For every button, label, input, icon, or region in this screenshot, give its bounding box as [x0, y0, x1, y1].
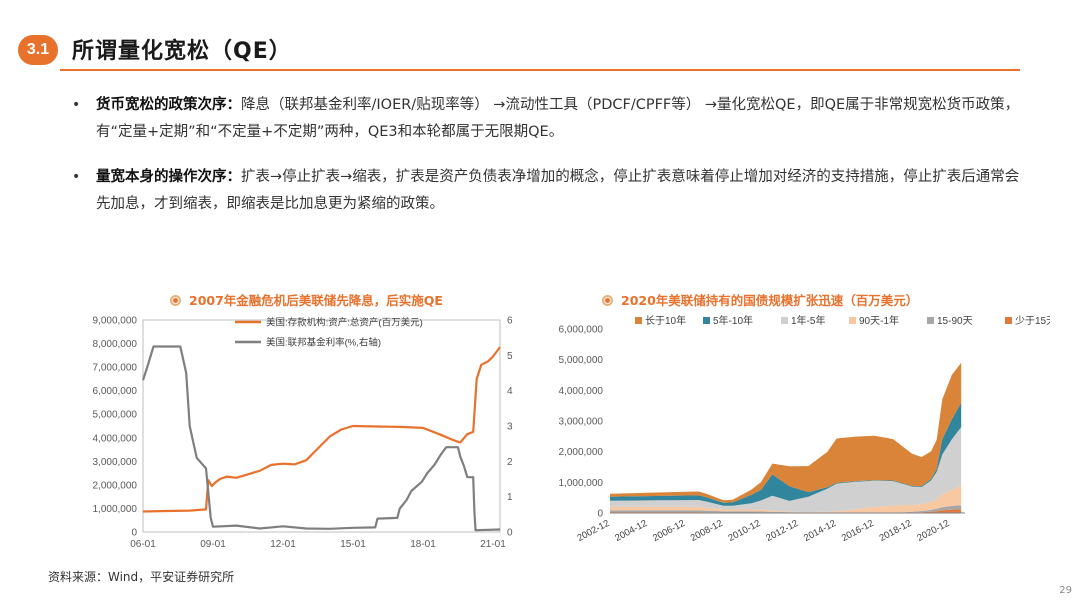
x-tick-label: 2006-12 — [651, 518, 687, 544]
source-note: 资料来源：Wind，平安证券研究所 — [48, 570, 235, 584]
x-tick-label: 2002-12 — [575, 518, 611, 544]
legend-swatch — [635, 317, 642, 324]
area-series-长于10年 — [610, 362, 962, 503]
legend-swatch — [703, 317, 710, 324]
target-icon — [602, 295, 613, 306]
legend-label: 15-90天 — [937, 316, 973, 327]
legend-swatch — [927, 317, 934, 324]
x-tick-label: 09-01 — [200, 539, 226, 550]
chart-1-title-text: 2007年金融危机后美联储先降息，后实施QE — [189, 293, 443, 308]
legend-swatch — [1005, 317, 1012, 324]
y-tick-label-left: 5,000,000 — [93, 410, 138, 421]
series-line-fed-funds-rate — [141, 345, 501, 532]
area-series-90天-1年 — [610, 485, 962, 513]
x-tick-label: 2014-12 — [802, 518, 838, 544]
page-title: 所谓量化宽松（QE） — [72, 39, 292, 64]
y-tick-label-left: 2,000,000 — [93, 480, 138, 491]
y-tick-label: 5,000,000 — [559, 355, 604, 366]
y-tick-label-left: 7,000,000 — [93, 363, 138, 374]
y-tick-label-left: 3,000,000 — [93, 457, 138, 468]
y-tick-label-left: 8,000,000 — [93, 339, 138, 350]
y-tick-label-right: 5 — [507, 351, 513, 362]
bullet-text: 扩表→停止扩表→缩表，扩表是资产负债表净增加的概念，停止扩表意味着停止增加对经济… — [96, 169, 1020, 212]
x-tick-label: 2008-12 — [689, 518, 725, 544]
y-tick-label-right: 0 — [507, 528, 513, 539]
legend-label: 1年-5年 — [791, 314, 825, 327]
chart-2-title: 2020年美联储持有的国债规模扩张迅速（百万美元） — [602, 290, 918, 309]
y-tick-label-right: 4 — [507, 386, 513, 397]
series-line-total-assets — [142, 346, 501, 513]
y-tick-label-right: 3 — [507, 422, 513, 433]
bullet-list: • 货币宽松的政策次序：降息（联邦基金利率/IOER/贴现率等） →流动性工具（P… — [70, 92, 1030, 236]
x-tick-label: 2004-12 — [613, 518, 649, 544]
plot-frame — [142, 319, 501, 533]
x-tick-label: 2010-12 — [727, 518, 763, 544]
y-tick-label: 4,000,000 — [559, 386, 604, 397]
legend-swatch — [781, 317, 788, 324]
target-icon — [170, 295, 181, 306]
chart-2-title-text: 2020年美联储持有的国债规模扩张迅速（百万美元） — [621, 293, 919, 308]
area-series-5年-10年 — [610, 402, 962, 506]
y-tick-label-left: 9,000,000 — [93, 316, 138, 327]
title-underline — [60, 69, 1020, 71]
legend-label: 少于15天 — [1015, 315, 1050, 327]
bullet-dot: • — [72, 97, 81, 113]
y-tick-label: 2,000,000 — [559, 447, 604, 458]
y-tick-label: 6,000,000 — [559, 325, 604, 336]
y-tick-label-left: 0 — [131, 528, 137, 539]
legend-label: 90天-1年 — [859, 314, 899, 327]
bullet-label: 货币宽松的政策次序： — [96, 97, 241, 113]
bullet-text: 降息（联邦基金利率/IOER/贴现率等） →流动性工具（PDCF/CPFF等） … — [96, 97, 1020, 140]
y-tick-label-right: 6 — [507, 316, 513, 327]
bullet-item-policy-order: • 货币宽松的政策次序：降息（联邦基金利率/IOER/贴现率等） →流动性工具（P… — [70, 92, 1030, 146]
bullet-item-qe-order: • 量宽本身的操作次序：扩表→停止扩表→缩表，扩表是资产负债表净增加的概念，停止扩… — [70, 164, 1030, 218]
chart-balance-sheet-vs-rate: 0 1,000,000 2,000,000 3,000,000 4,000,000 5,0… — [93, 316, 514, 551]
x-tick-label: 18-01 — [410, 539, 436, 550]
legend-label: 长于10年 — [645, 314, 686, 327]
area-series-1年-5年 — [610, 427, 962, 513]
legend-label: 美国:存款机构:资产:总资产(百万美元) — [266, 317, 423, 329]
section-badge: 3.1 — [18, 35, 58, 65]
y-tick-label-right: 1 — [507, 492, 513, 503]
y-tick-label-left: 6,000,000 — [93, 386, 138, 397]
x-tick-label: 2012-12 — [764, 518, 800, 544]
x-tick-label: 12-01 — [270, 539, 296, 550]
bullet-label: 量宽本身的操作次序： — [96, 169, 241, 185]
x-tick-label: 06-01 — [130, 539, 156, 550]
y-tick-label: 0 — [597, 509, 603, 520]
x-tick-label: 15-01 — [340, 539, 366, 550]
chart-treasury-holdings: 0 1,000,000 2,000,000 3,000,000 4,000,000 5,0… — [559, 314, 1051, 544]
legend-swatch — [849, 317, 856, 324]
y-tick-label: 3,000,000 — [559, 417, 604, 428]
page-number: 29 — [1059, 585, 1072, 596]
legend-label: 5年-10年 — [713, 314, 753, 327]
x-tick-label: 2016-12 — [840, 518, 876, 544]
legend-label: 美国:联邦基金利率(%,右轴) — [266, 337, 381, 349]
x-tick-label: 21-01 — [480, 539, 506, 550]
x-tick-label: 2020-12 — [915, 518, 951, 544]
area-series-15-90天 — [610, 505, 962, 513]
y-tick-label-left: 1,000,000 — [93, 504, 138, 515]
chart-1-title: 2007年金融危机后美联储先降息，后实施QE — [170, 290, 443, 309]
bullet-dot: • — [72, 169, 81, 185]
y-tick-label-left: 4,000,000 — [93, 433, 138, 444]
y-tick-label: 1,000,000 — [559, 478, 604, 489]
x-tick-label: 2018-12 — [878, 518, 914, 544]
y-tick-label-right: 2 — [507, 457, 513, 468]
